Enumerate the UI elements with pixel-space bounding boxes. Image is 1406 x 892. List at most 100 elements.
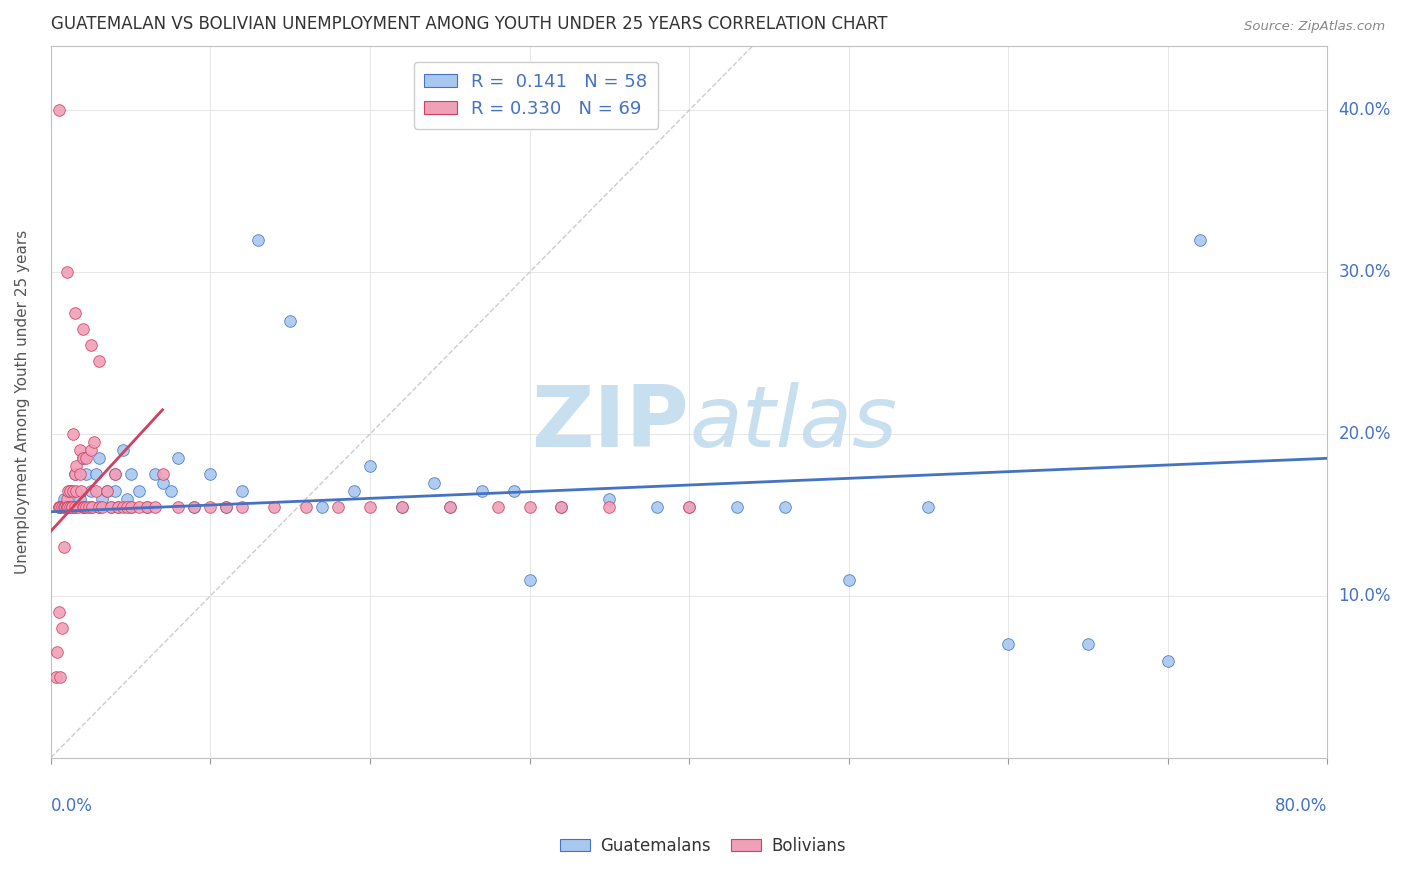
Point: [80, 443, 103, 458]
Point: [471, 483, 494, 498]
Point: [84, 467, 107, 482]
Point: [63, 500, 86, 514]
Point: [311, 500, 333, 514]
Point: [1157, 654, 1180, 668]
Point: [215, 500, 238, 514]
Point: [51, 621, 73, 635]
Point: [1077, 637, 1099, 651]
Point: [135, 500, 157, 514]
Point: [231, 500, 253, 514]
Point: [49, 670, 72, 684]
Point: [326, 500, 349, 514]
Point: [295, 500, 318, 514]
Point: [80, 500, 103, 514]
Point: [59, 483, 82, 498]
Point: [143, 500, 166, 514]
Point: [87, 500, 110, 514]
Point: [391, 500, 413, 514]
Legend: R =  0.141   N = 58, R = 0.330   N = 69: R = 0.141 N = 58, R = 0.330 N = 69: [413, 62, 658, 128]
Point: [72, 500, 94, 514]
Point: [128, 483, 150, 498]
Point: [550, 500, 572, 514]
Point: [90, 491, 112, 506]
Point: [48, 500, 70, 514]
Point: [87, 354, 110, 368]
Point: [152, 475, 174, 490]
Y-axis label: Unemployment Among Youth under 25 years: Unemployment Among Youth under 25 years: [15, 229, 30, 574]
Point: [51, 500, 73, 514]
Point: [75, 451, 97, 466]
Point: [52, 491, 75, 506]
Point: [56, 491, 79, 506]
Point: [63, 467, 86, 482]
Point: [107, 500, 129, 514]
Point: [48, 500, 70, 514]
Point: [58, 483, 80, 498]
Point: [773, 500, 796, 514]
Point: [60, 500, 83, 514]
Point: [486, 500, 509, 514]
Point: [152, 467, 174, 482]
Point: [56, 500, 79, 514]
Point: [263, 500, 285, 514]
Point: [120, 500, 142, 514]
Text: 10.0%: 10.0%: [1339, 587, 1391, 605]
Point: [48, 103, 70, 118]
Text: 20.0%: 20.0%: [1339, 425, 1391, 443]
Point: [56, 500, 79, 514]
Point: [100, 500, 122, 514]
Point: [120, 500, 142, 514]
Point: [62, 483, 84, 498]
Text: 0.0%: 0.0%: [51, 797, 93, 814]
Point: [63, 306, 86, 320]
Point: [73, 500, 96, 514]
Text: 40.0%: 40.0%: [1339, 102, 1391, 120]
Point: [278, 314, 301, 328]
Point: [200, 467, 222, 482]
Point: [391, 500, 413, 514]
Point: [96, 483, 118, 498]
Point: [104, 483, 127, 498]
Point: [678, 500, 700, 514]
Point: [343, 483, 366, 498]
Point: [104, 467, 127, 482]
Point: [96, 483, 118, 498]
Point: [183, 500, 205, 514]
Point: [65, 483, 87, 498]
Point: [52, 500, 75, 514]
Point: [69, 443, 91, 458]
Point: [111, 443, 134, 458]
Point: [120, 467, 142, 482]
Point: [598, 491, 620, 506]
Point: [59, 500, 82, 514]
Point: [645, 500, 668, 514]
Point: [72, 500, 94, 514]
Point: [838, 573, 860, 587]
Point: [200, 500, 222, 514]
Point: [1188, 233, 1211, 247]
Point: [66, 500, 89, 514]
Point: [128, 500, 150, 514]
Point: [550, 500, 572, 514]
Point: [83, 435, 105, 450]
Point: [598, 500, 620, 514]
Point: [359, 459, 381, 474]
Point: [143, 467, 166, 482]
Point: [80, 483, 103, 498]
Point: [678, 500, 700, 514]
Point: [135, 500, 157, 514]
Point: [359, 500, 381, 514]
Point: [75, 467, 97, 482]
Point: [231, 483, 253, 498]
Point: [56, 265, 79, 279]
Point: [56, 500, 79, 514]
Point: [439, 500, 461, 514]
Point: [247, 233, 270, 247]
Point: [423, 475, 446, 490]
Point: [75, 500, 97, 514]
Point: [117, 491, 139, 506]
Point: [502, 483, 524, 498]
Point: [72, 451, 94, 466]
Point: [90, 500, 112, 514]
Point: [87, 500, 110, 514]
